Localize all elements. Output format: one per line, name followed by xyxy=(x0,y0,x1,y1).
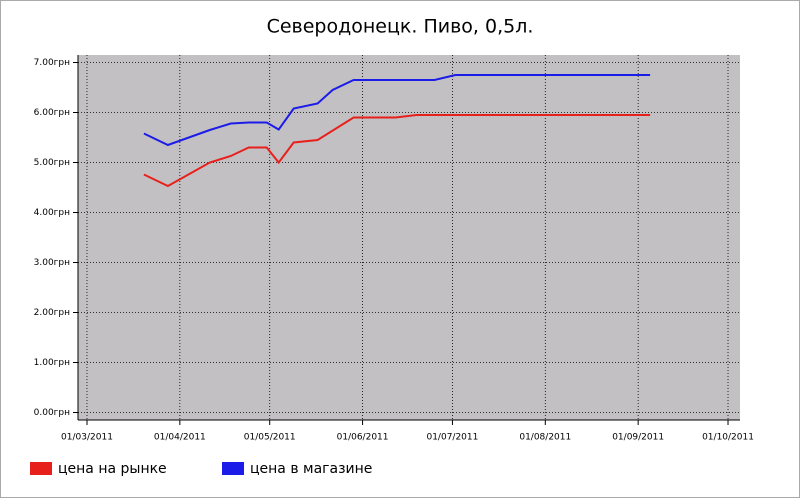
legend-swatch xyxy=(30,462,52,475)
y-tick-label: 2.00грн xyxy=(34,308,70,318)
x-tick-label: 01/06/2011 xyxy=(337,433,389,443)
x-tick-label: 01/09/2011 xyxy=(612,433,664,443)
legend-label: цена в магазине xyxy=(250,461,372,477)
y-tick-label: 7.00грн xyxy=(34,58,70,68)
chart-title: Северодонецк. Пиво, 0,5л. xyxy=(267,16,534,38)
y-tick-label: 4.00грн xyxy=(34,208,70,218)
x-tick-label: 01/10/2011 xyxy=(702,433,754,443)
y-tick-label: 6.00грн xyxy=(34,108,70,118)
legend-swatch xyxy=(222,462,244,475)
x-tick-label: 01/05/2011 xyxy=(244,433,296,443)
series-line xyxy=(143,114,651,188)
x-tick-label: 01/07/2011 xyxy=(426,433,478,443)
plot-area xyxy=(78,55,740,420)
y-tick-label: 5.00грн xyxy=(34,158,70,168)
y-tick-label: 1.00грн xyxy=(34,358,70,368)
x-tick-label: 01/04/2011 xyxy=(154,433,206,443)
y-tick-label: 3.00грн xyxy=(34,258,70,268)
y-tick-label: 0.00грн xyxy=(34,408,70,418)
legend-label: цена на рынке xyxy=(58,461,167,477)
x-tick-label: 01/08/2011 xyxy=(519,433,571,443)
x-tick-label: 01/03/2011 xyxy=(61,433,113,443)
series-line xyxy=(143,74,651,147)
